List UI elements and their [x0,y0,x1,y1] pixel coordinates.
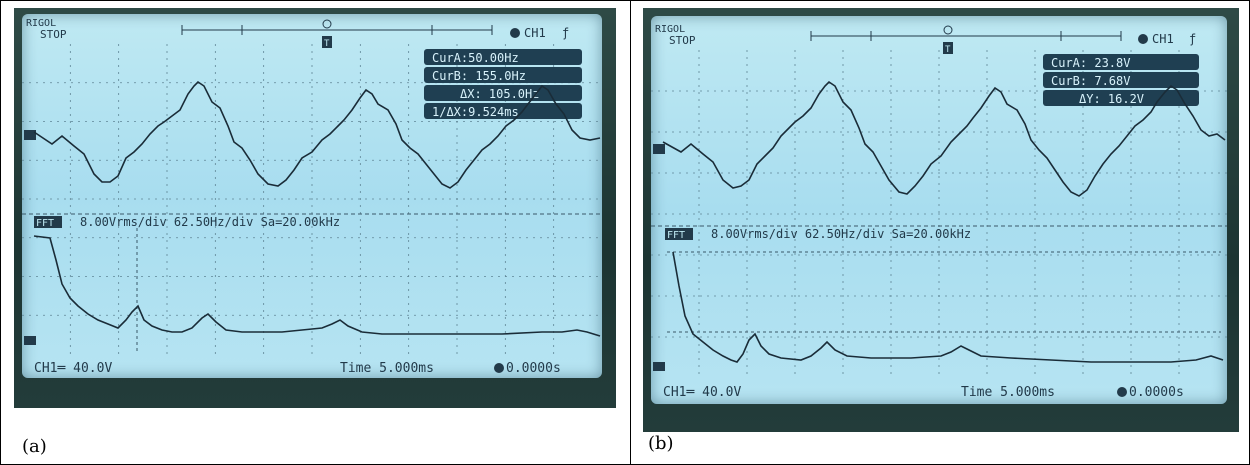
scope-display: RIGOL STOP T CH1 ƒ CurA: 23.8V CurB: 7.6… [651,24,1227,400]
trigger-marker-icon: T [943,25,953,55]
cursor-b-value: CurB: 155.0Hz [432,69,526,83]
channel-indicator-icon [1138,34,1148,44]
channel-scale: CH1═ 40.0V [663,385,741,400]
oscilloscope-panel-a: RIGOL STOP T CH1 ƒ CurA:50.00Hz CurB: 15… [14,8,616,408]
trigger-edge-icon: ƒ [1189,32,1196,46]
svg-text:T: T [945,45,951,55]
scope-screen: RIGOL STOP T CH1 ƒ CurA:50.00Hz CurB: 15… [22,14,602,378]
fft-settings: 8.00Vrms/div 62.50Hz/div Sa=20.00kHz [80,215,340,229]
run-status: STOP [40,28,67,41]
channel-scale: CH1═ 40.0V [34,361,112,376]
channel-label: CH1 [1152,32,1174,46]
oscilloscope-panel-b: RIGOL STOP T CH1 ƒ CurA: 23.8V CurB: 7.6… [643,8,1239,432]
channel-marker-icon [24,336,36,345]
channel-marker-icon [653,144,665,154]
run-status: STOP [669,34,696,47]
cursor-delta-value: ΔX: 105.0Hz [460,87,539,101]
fft-spectrum [33,235,601,337]
timebase: Time 5.000ms [961,385,1055,400]
cursor-a-value: CurA: 23.8V [1051,56,1130,70]
cursor-delta-value: ΔY: 16.2V [1079,92,1144,106]
brand-label: RIGOL [655,24,685,35]
trigger-position: 0.0000s [1129,385,1184,400]
fft-spectrum [672,251,1224,363]
screen-grid [22,44,602,354]
time-domain-waveform [662,80,1226,197]
fft-label: FFT [36,218,54,229]
trigger-position: 0.0000s [506,361,561,376]
caption-b: (b) [648,433,674,454]
screen-grid [651,50,1227,378]
time-domain-waveform [33,80,601,189]
trigger-position-icon [1117,387,1127,397]
cursor-a-value: CurA:50.00Hz [432,51,519,65]
trigger-marker-icon: T [322,19,332,49]
fft-badge [34,216,62,228]
trigger-position-icon [494,363,504,373]
timebase: Time 5.000ms [340,361,434,376]
scope-display: RIGOL STOP T CH1 ƒ CurA:50.00Hz CurB: 15… [22,18,602,376]
panel-divider [630,0,631,465]
cursor-b-value: CurB: 7.68V [1051,74,1130,88]
cursor-readout: CurA:50.00Hz CurB: 155.0Hz ΔX: 105.0Hz 1… [424,49,582,119]
channel-label: CH1 [524,26,546,40]
cursor-inverse-delta-value: 1/ΔX:9.524ms [432,105,519,119]
channel-marker-icon [653,362,665,371]
fft-badge [665,228,693,240]
brand-label: RIGOL [26,18,56,29]
svg-text:T: T [324,39,330,49]
channel-indicator-icon [510,28,520,38]
caption-a: (a) [22,436,47,457]
channel-marker-icon [24,130,36,140]
fft-settings: 8.00Vrms/div 62.50Hz/div Sa=20.00kHz [711,227,971,241]
fft-label: FFT [667,230,685,241]
scope-screen: RIGOL STOP T CH1 ƒ CurA: 23.8V CurB: 7.6… [651,16,1227,404]
trigger-edge-icon: ƒ [562,26,569,40]
cursor-readout: CurA: 23.8V CurB: 7.68V ΔY: 16.2V [1043,54,1199,106]
